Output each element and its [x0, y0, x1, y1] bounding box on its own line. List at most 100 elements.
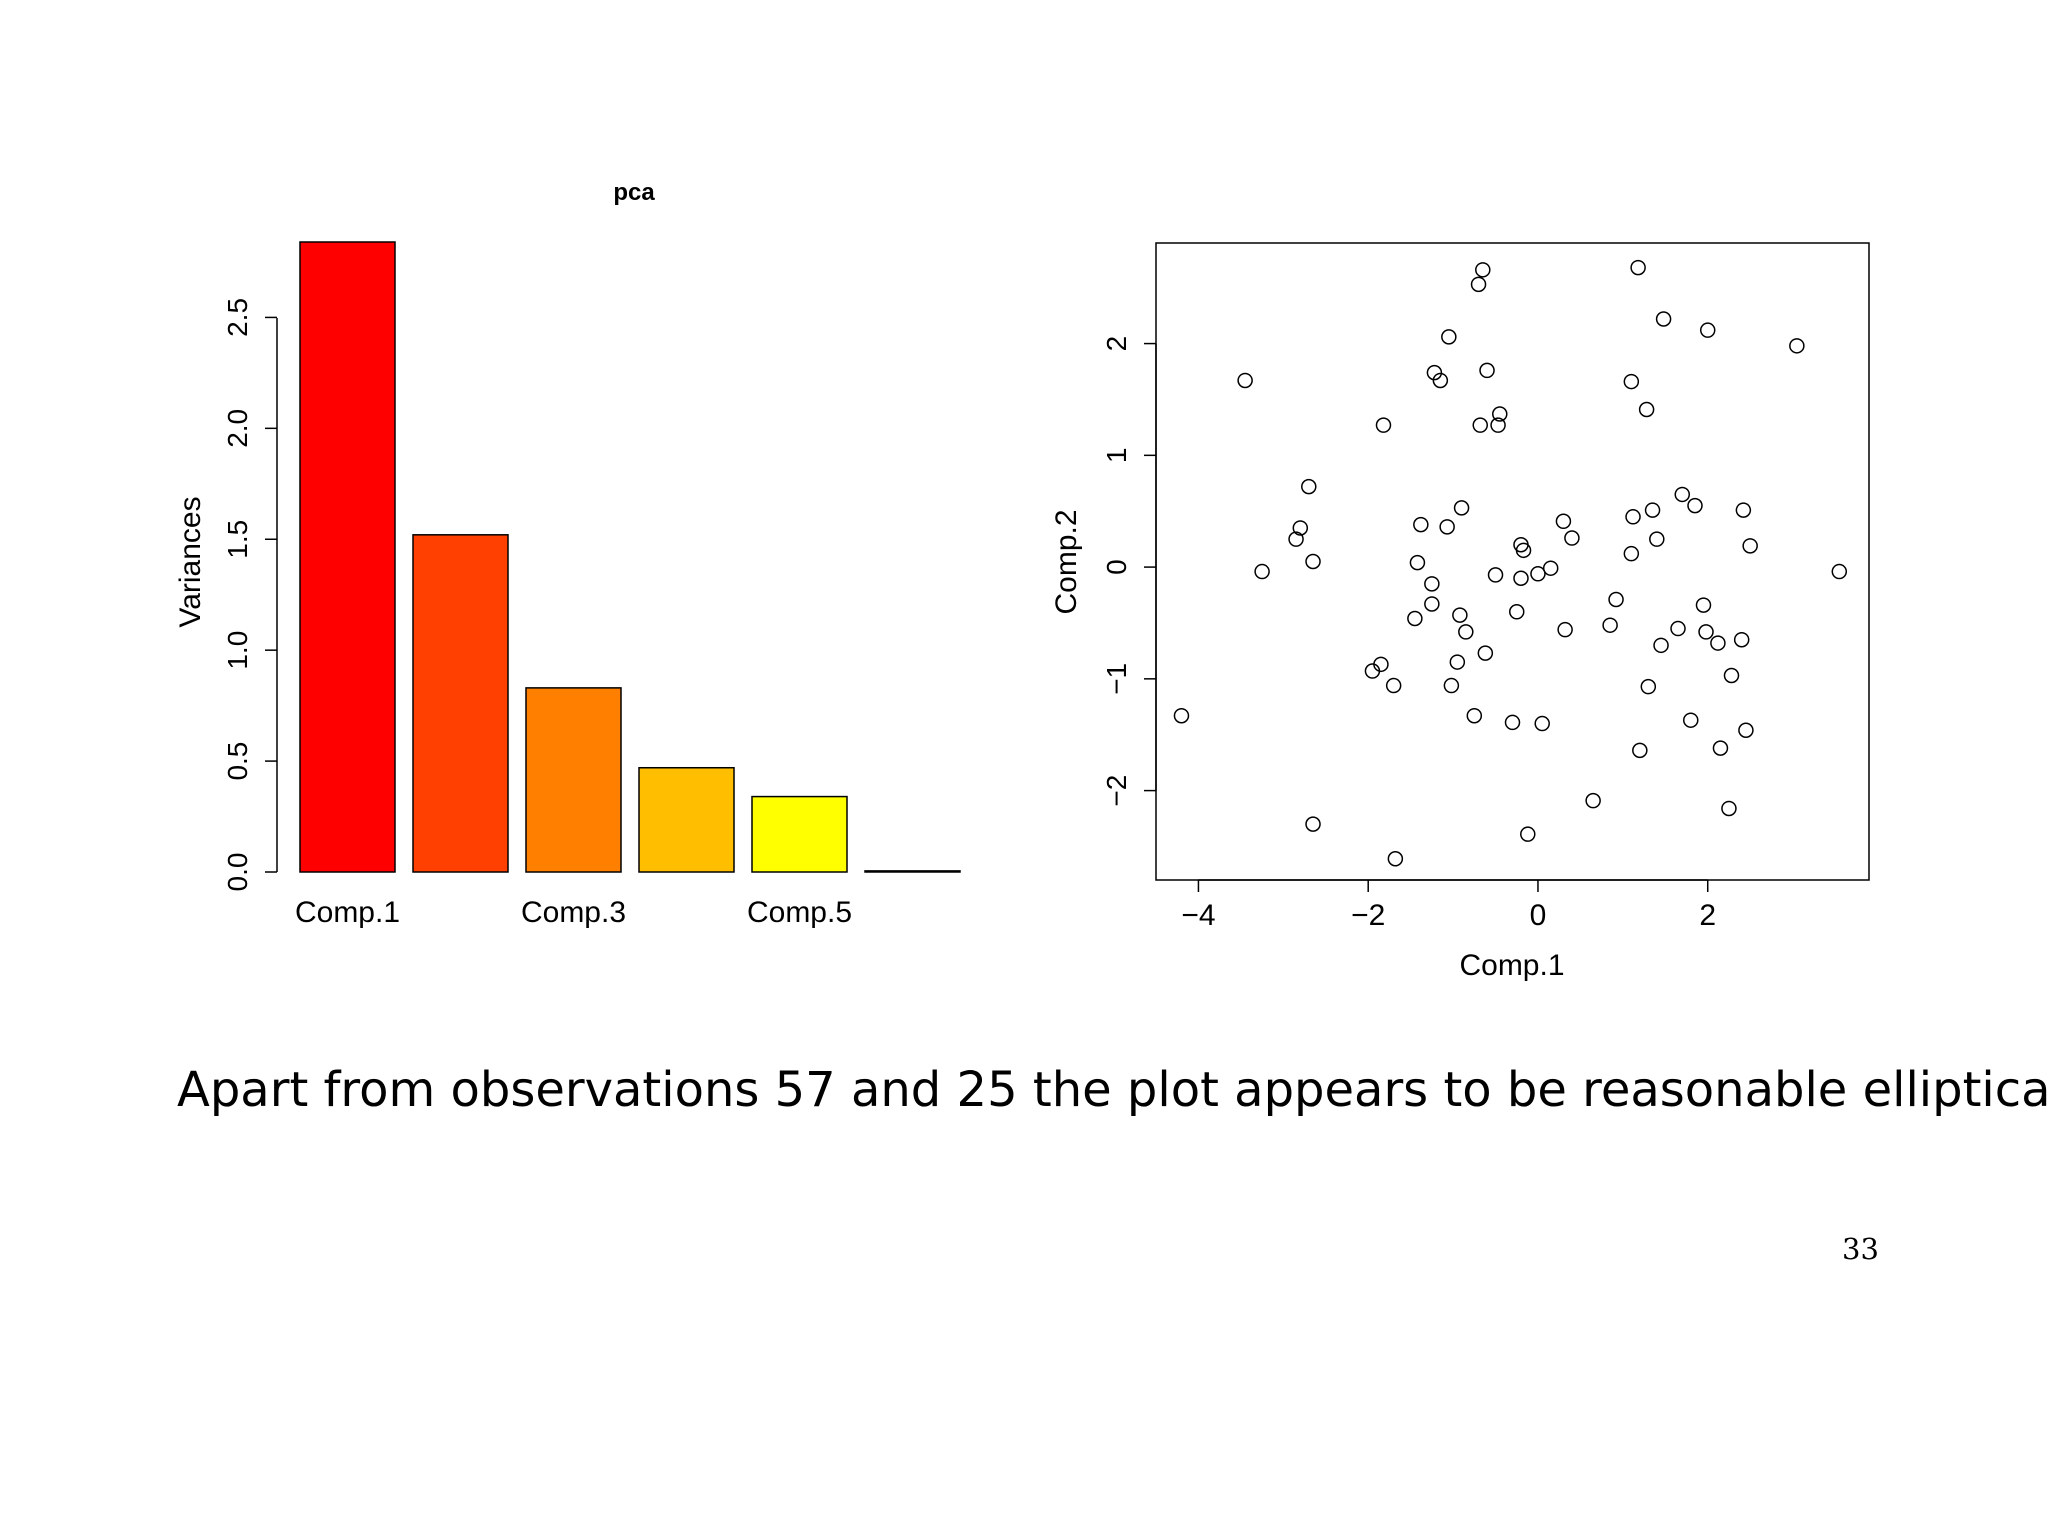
scatter-plot: −4 −2 0 2 −2 −1 0 1 2 Comp.1 Comp.2 [1050, 242, 1870, 982]
scatter-point [1305, 553, 1321, 570]
scatter-point [1466, 707, 1483, 724]
scatter-point [1738, 722, 1754, 738]
scatter-point [1698, 624, 1714, 640]
scatter-point [1487, 567, 1504, 583]
scatter-point [1254, 563, 1270, 580]
scatter-point [1407, 610, 1423, 627]
scatter-x-axis-label: Comp.1 [1459, 949, 1564, 982]
scatter-point [1453, 500, 1470, 516]
scatter-point [1173, 707, 1190, 724]
bar-comp-5 [751, 795, 848, 873]
scatter-point [1426, 364, 1443, 381]
scatter-point [1649, 531, 1665, 547]
scatter-point [1492, 406, 1508, 422]
scatter-point [1520, 826, 1536, 842]
scatter-point [1733, 631, 1750, 648]
scatter-point [1441, 329, 1457, 345]
scatter-point [1375, 417, 1392, 433]
scatter-point [1513, 570, 1529, 587]
scatter-point [1301, 478, 1317, 495]
scatter-point [1449, 654, 1466, 670]
bar-y-tick-label: 0.5 [222, 742, 253, 781]
scatter-point [1721, 800, 1737, 817]
scatter-point [1683, 712, 1699, 728]
scatter-point [1602, 617, 1618, 633]
scatter-x-tick-label: 2 [1699, 899, 1716, 932]
scatter-y-tick-label: 2 [1101, 336, 1132, 352]
bar-comp-1 [299, 241, 396, 873]
scatter-point [1477, 645, 1494, 661]
slide-caption: Apart from observations 57 and 25 the pl… [177, 1062, 2048, 1118]
scatter-point [1608, 591, 1624, 608]
scatter-x-tick-label: −2 [1351, 899, 1385, 932]
scatter-point [1831, 563, 1848, 580]
scatter-point [1515, 542, 1532, 559]
scatter-point [1695, 597, 1712, 613]
scatter-point [1479, 362, 1495, 379]
bar-chart-x-tick-labels: Comp.1 Comp.3 Comp.5 [295, 896, 852, 929]
scatter-point [1424, 596, 1440, 612]
bar-y-tick-label: 2.0 [222, 409, 253, 448]
scatter-point [1508, 604, 1525, 620]
bar-comp-4 [638, 766, 735, 873]
bar-chart-y-ticks: 0.0 0.5 1.0 1.5 2.0 2.5 [222, 298, 277, 891]
scatter-point [1424, 576, 1440, 592]
scatter-point [1712, 740, 1729, 756]
scatter-point [1687, 497, 1703, 514]
scatter-points [1173, 259, 1848, 867]
scatter-point [1625, 509, 1641, 525]
scatter-x-tick-label: 0 [1530, 899, 1547, 932]
scatter-point [1432, 372, 1449, 389]
scatter-point [1542, 560, 1559, 576]
bar-x-tick-label: Comp.5 [747, 896, 852, 929]
scatter-point [1373, 656, 1389, 673]
bar-x-tick-label: Comp.1 [295, 896, 400, 929]
scatter-y-axis-label: Comp.2 [1050, 509, 1083, 614]
scatter-point [1585, 792, 1601, 809]
scatter-point [1789, 338, 1805, 354]
scatter-point [1387, 851, 1404, 867]
bar-x-tick-label: Comp.3 [521, 896, 626, 929]
scatter-point [1638, 401, 1655, 418]
scatter-point [1443, 677, 1460, 694]
scatter-point [1555, 513, 1572, 530]
scatter-point [1653, 637, 1669, 654]
scatter-point [1475, 262, 1491, 278]
scatter-point [1735, 502, 1752, 518]
scatter-point [1723, 667, 1740, 684]
scatter-x-tick-label: −4 [1181, 899, 1215, 932]
bar-chart: pca Variances 0.00.51.01.52.02.5 Comp.1 C… [174, 179, 961, 929]
scatter-point [1504, 714, 1521, 731]
scatter-y-tick-label: −2 [1101, 775, 1132, 807]
scatter-point [1305, 816, 1321, 832]
scatter-point [1490, 417, 1506, 433]
scatter-point [1655, 311, 1672, 327]
bar-comp-3 [525, 687, 622, 873]
scatter-point [1458, 624, 1474, 640]
scatter-point [1472, 417, 1488, 433]
scatter-point [1674, 486, 1691, 503]
scatter-point [1530, 566, 1546, 582]
scatter-point [1237, 372, 1253, 389]
scatter-point [1742, 538, 1758, 554]
scatter-point [1557, 621, 1573, 638]
scatter-point [1534, 715, 1550, 732]
scatter-point [1564, 530, 1580, 546]
bar-chart-title: pca [613, 179, 655, 206]
scatter-plot-frame [1155, 242, 1870, 881]
scatter-point [1670, 620, 1686, 637]
scatter-point [1710, 635, 1726, 651]
bar-y-tick-label: 2.5 [222, 298, 253, 337]
bar-comp-2 [412, 534, 509, 873]
scatter-point [1623, 373, 1640, 390]
bar-comp-6 [864, 870, 961, 873]
scatter-point [1630, 259, 1646, 276]
scatter-x-ticks: −4 −2 0 2 [1181, 879, 1716, 932]
bar-y-tick-label: 1.5 [222, 520, 253, 559]
scatter-point [1640, 678, 1657, 695]
scatter-y-ticks: −2 −1 0 1 2 [1101, 336, 1157, 807]
scatter-point [1644, 502, 1661, 518]
scatter-point [1288, 531, 1304, 547]
page-number: 33 [1842, 1232, 1879, 1266]
